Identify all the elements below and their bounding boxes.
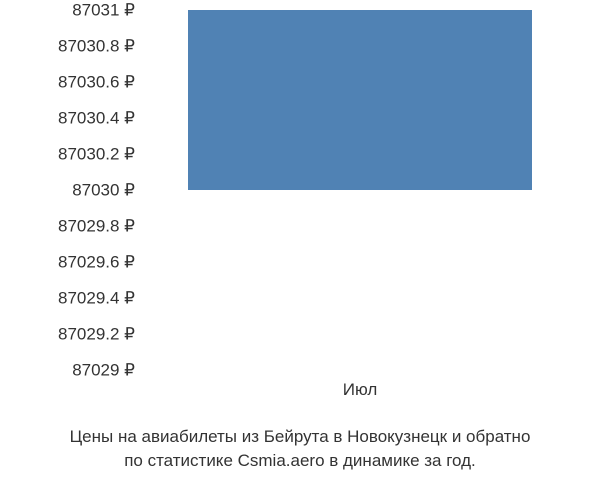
y-tick-label: 87030.6 ₽ [0, 74, 135, 91]
y-tick-label: 87030.4 ₽ [0, 110, 135, 127]
y-tick-label: 87031 ₽ [0, 2, 135, 19]
y-tick-label: 87030 ₽ [0, 182, 135, 199]
y-tick-label: 87029.2 ₽ [0, 326, 135, 343]
y-tick-label: 87030.2 ₽ [0, 146, 135, 163]
price-chart: 87031 ₽ 87030.8 ₽ 87030.6 ₽ 87030.4 ₽ 87030.… [0, 0, 600, 500]
y-tick-label: 87029 ₽ [0, 362, 135, 379]
x-tick-label: Июл [343, 380, 378, 400]
chart-caption: Цены на авиабилеты из Бейрута в Новокузн… [0, 425, 600, 473]
y-tick-label: 87029.6 ₽ [0, 254, 135, 271]
bar [188, 10, 531, 190]
y-tick-label: 87030.8 ₽ [0, 38, 135, 55]
plot-area [140, 10, 580, 370]
y-tick-label: 87029.8 ₽ [0, 218, 135, 235]
x-axis: Июл [140, 380, 580, 410]
y-axis: 87031 ₽87030.8 ₽87030.6 ₽87030.4 ₽87030.… [0, 10, 135, 370]
y-tick-label: 87029.4 ₽ [0, 290, 135, 307]
caption-line-2: по статистике Csmia.aero в динамике за г… [0, 449, 600, 473]
caption-line-1: Цены на авиабилеты из Бейрута в Новокузн… [0, 425, 600, 449]
